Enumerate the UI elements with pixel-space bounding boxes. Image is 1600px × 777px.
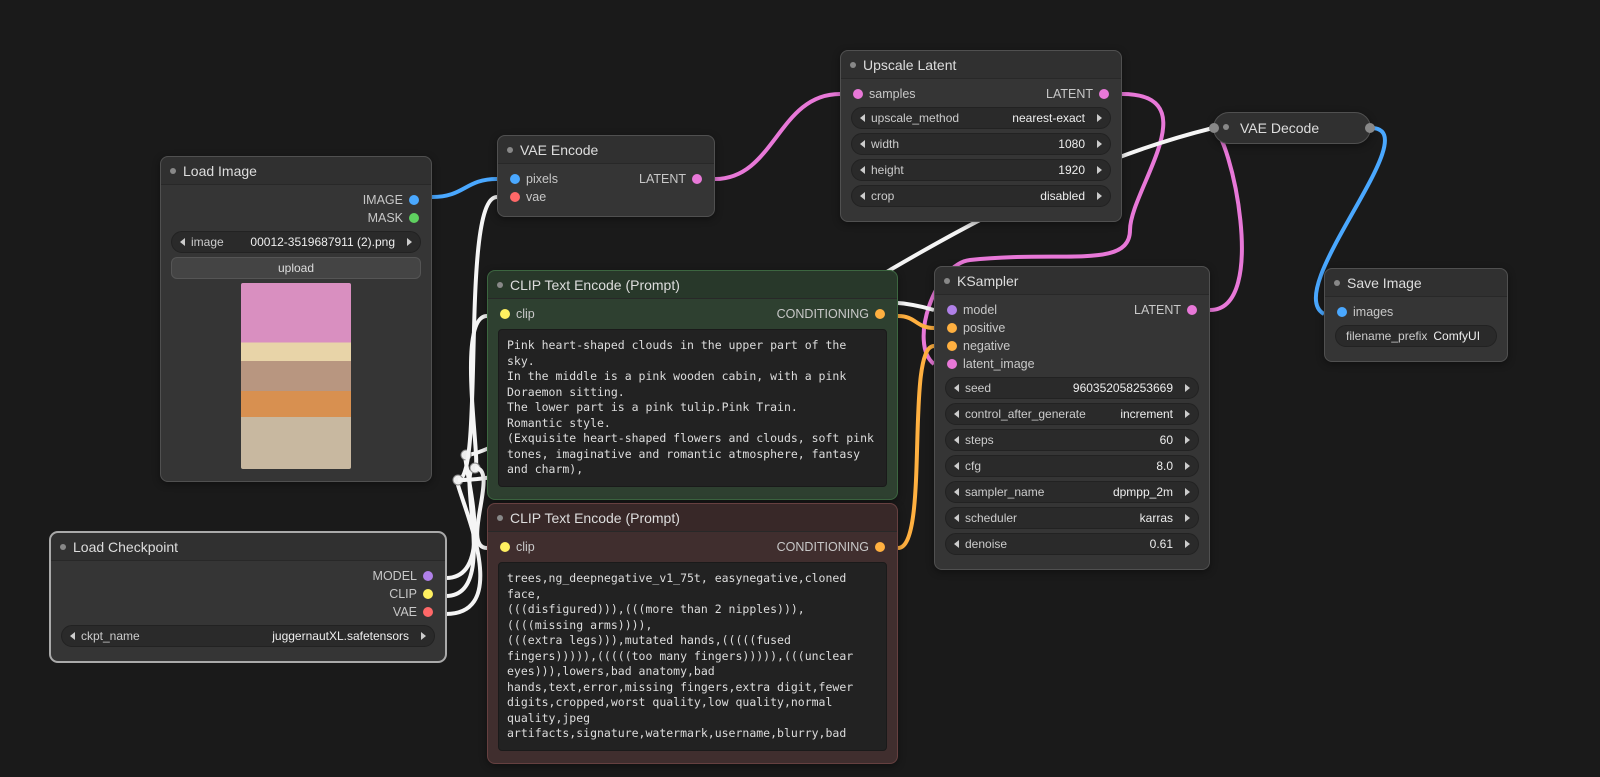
- input-slot-positive[interactable]: positive: [947, 321, 1005, 335]
- node-title[interactable]: Load Checkpoint: [51, 533, 445, 561]
- collapsed-input-dot[interactable]: [1209, 123, 1219, 133]
- slot-label: CONDITIONING: [777, 540, 869, 554]
- output-slot-clip[interactable]: CLIP: [389, 587, 433, 601]
- slot-label: vae: [526, 190, 546, 204]
- widget-width[interactable]: width1080: [851, 133, 1111, 155]
- output-slot-model[interactable]: MODEL: [373, 569, 433, 583]
- node-title[interactable]: Save Image: [1325, 269, 1507, 297]
- node-clip-negative[interactable]: CLIP Text Encode (Prompt) clip CONDITION…: [487, 503, 898, 764]
- arrow-right-icon[interactable]: [407, 238, 412, 246]
- widget-control-after-generate[interactable]: control_after_generateincrement: [945, 403, 1199, 425]
- node-load-checkpoint[interactable]: Load Checkpoint MODEL CLIP VAE ckpt_name…: [50, 532, 446, 662]
- node-title[interactable]: VAE Decode: [1214, 113, 1370, 143]
- node-graph-canvas[interactable]: Load Image IMAGE MASK image 00012-351968…: [0, 0, 1600, 777]
- output-slot-latent[interactable]: LATENT: [639, 172, 702, 186]
- widget-denoise[interactable]: denoise0.61: [945, 533, 1199, 555]
- collapsed-output-dot[interactable]: [1365, 123, 1375, 133]
- output-slot-image[interactable]: IMAGE: [363, 193, 419, 207]
- slot-label: LATENT: [639, 172, 686, 186]
- output-slot-vae[interactable]: VAE: [393, 605, 433, 619]
- input-slot-pixels[interactable]: pixels: [510, 172, 558, 186]
- input-slot-vae[interactable]: vae: [510, 190, 546, 204]
- arrow-left-icon[interactable]: [180, 238, 185, 246]
- node-title[interactable]: Upscale Latent: [841, 51, 1121, 79]
- node-title[interactable]: Load Image: [161, 157, 431, 185]
- node-title[interactable]: VAE Encode: [498, 136, 714, 164]
- prompt-textarea[interactable]: Pink heart-shaped clouds in the upper pa…: [498, 329, 887, 487]
- node-ksampler[interactable]: KSampler model LATENT positive negative …: [934, 266, 1210, 570]
- output-slot-conditioning[interactable]: CONDITIONING: [777, 540, 885, 554]
- node-clip-positive[interactable]: CLIP Text Encode (Prompt) clip CONDITION…: [487, 270, 898, 500]
- slot-label: clip: [516, 307, 535, 321]
- input-slot-latent-image[interactable]: latent_image: [947, 357, 1035, 371]
- node-title[interactable]: CLIP Text Encode (Prompt): [488, 504, 897, 532]
- slot-label: samples: [869, 87, 916, 101]
- input-slot-negative[interactable]: negative: [947, 339, 1010, 353]
- slot-label: MASK: [368, 211, 403, 225]
- widget-filename-prefix[interactable]: filename_prefixComfyUI: [1335, 325, 1497, 347]
- widget-image-filename[interactable]: image 00012-3519687911 (2).png: [171, 231, 421, 253]
- widget-sampler-name[interactable]: sampler_namedpmpp_2m: [945, 481, 1199, 503]
- output-slot-latent[interactable]: LATENT: [1134, 303, 1197, 317]
- widget-crop[interactable]: cropdisabled: [851, 185, 1111, 207]
- node-title[interactable]: KSampler: [935, 267, 1209, 295]
- slot-label: clip: [516, 540, 535, 554]
- image-preview: [241, 283, 351, 469]
- widget-ckpt-name[interactable]: ckpt_namejuggernautXL.safetensors: [61, 625, 435, 647]
- widget-scheduler[interactable]: schedulerkarras: [945, 507, 1199, 529]
- output-slot-latent[interactable]: LATENT: [1046, 87, 1109, 101]
- input-slot-samples[interactable]: samples: [853, 87, 916, 101]
- prompt-textarea[interactable]: trees,ng_deepnegative_v1_75t, easynegati…: [498, 562, 887, 751]
- widget-name: image: [191, 235, 224, 249]
- slot-label: CONDITIONING: [777, 307, 869, 321]
- node-upscale-latent[interactable]: Upscale Latent samples LATENT upscale_me…: [840, 50, 1122, 222]
- widget-cfg[interactable]: cfg8.0: [945, 455, 1199, 477]
- input-slot-model[interactable]: model: [947, 303, 997, 317]
- output-slot-conditioning[interactable]: CONDITIONING: [777, 307, 885, 321]
- widget-height[interactable]: height1920: [851, 159, 1111, 181]
- node-vae-decode[interactable]: VAE Decode: [1213, 112, 1371, 144]
- node-save-image[interactable]: Save Image images filename_prefixComfyUI: [1324, 268, 1508, 362]
- widget-upscale-method[interactable]: upscale_methodnearest-exact: [851, 107, 1111, 129]
- input-slot-clip[interactable]: clip: [500, 307, 535, 321]
- input-slot-clip[interactable]: clip: [500, 540, 535, 554]
- output-slot-mask[interactable]: MASK: [368, 211, 419, 225]
- widget-value: 00012-3519687911 (2).png: [224, 235, 401, 249]
- input-slot-images[interactable]: images: [1337, 305, 1393, 319]
- widget-seed[interactable]: seed960352058253669: [945, 377, 1199, 399]
- upload-button[interactable]: upload: [171, 257, 421, 279]
- node-load-image[interactable]: Load Image IMAGE MASK image 00012-351968…: [160, 156, 432, 482]
- slot-label: pixels: [526, 172, 558, 186]
- widget-steps[interactable]: steps60: [945, 429, 1199, 451]
- slot-label: LATENT: [1046, 87, 1093, 101]
- node-vae-encode[interactable]: VAE Encode pixels LATENT vae: [497, 135, 715, 217]
- node-title[interactable]: CLIP Text Encode (Prompt): [488, 271, 897, 299]
- slot-label: IMAGE: [363, 193, 403, 207]
